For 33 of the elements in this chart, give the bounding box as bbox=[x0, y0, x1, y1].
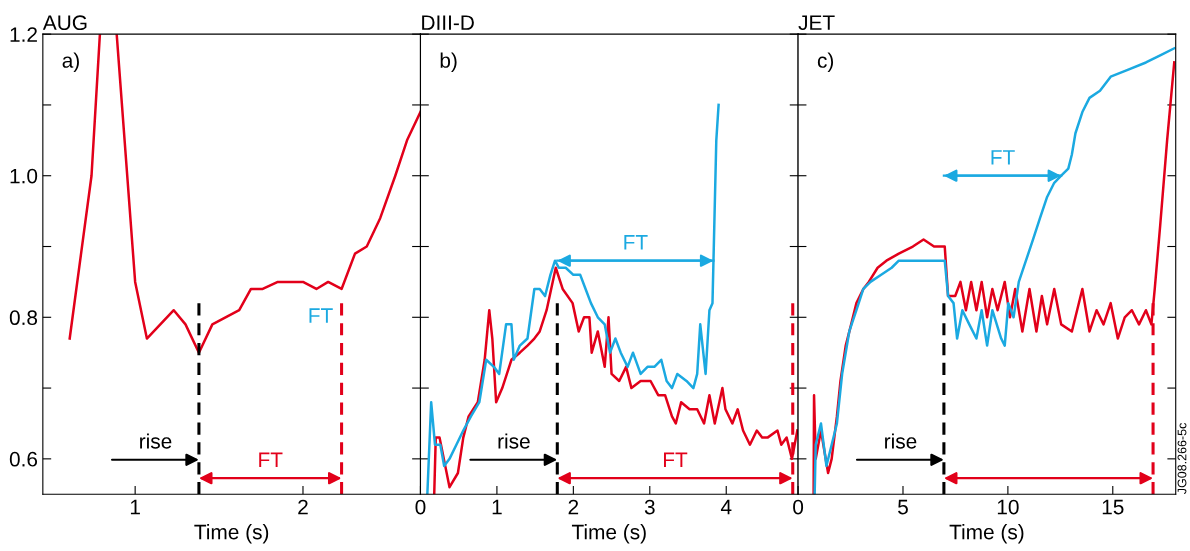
chart-title: DIII-D bbox=[422, 15, 474, 30]
annotation: a) bbox=[62, 52, 79, 72]
x-tick-label: 5 bbox=[898, 499, 908, 515]
x-tick-label: 1 bbox=[492, 499, 502, 515]
ref-line-label: rise bbox=[498, 433, 530, 449]
ref-line-label: FT bbox=[624, 235, 648, 250]
y-tick-label: 1.0 bbox=[10, 168, 38, 184]
x-tick-label: 3 bbox=[644, 499, 655, 515]
ref-line-label: FT bbox=[991, 150, 1015, 165]
x-tick-label: 0 bbox=[793, 499, 804, 515]
x-tick-label: 2 bbox=[568, 499, 579, 515]
x-axis-title: Time (s) bbox=[949, 524, 1024, 544]
x-tick-label: 0 bbox=[415, 499, 426, 515]
chart-title: JET bbox=[798, 15, 835, 31]
annotation: c) bbox=[817, 52, 834, 72]
text: JG08.266-5c bbox=[1177, 423, 1187, 495]
x-tick-label: 10 bbox=[997, 499, 1019, 515]
y-tick-label: 0.6 bbox=[9, 451, 38, 467]
annotation: b) bbox=[440, 52, 457, 72]
ref-line-label: rise bbox=[885, 433, 917, 449]
x-axis-title: Time (s) bbox=[194, 524, 269, 544]
ref-line-label: FT bbox=[664, 452, 688, 467]
x-axis-title: Time (s) bbox=[571, 524, 646, 544]
y-tick-label: 1.2 bbox=[10, 27, 37, 42]
ref-line-label: rise bbox=[140, 433, 172, 449]
chart-title: AUG bbox=[42, 15, 87, 31]
x-tick-label: 1 bbox=[130, 499, 140, 515]
x-tick-label: 2 bbox=[298, 499, 308, 515]
x-tick-label: 4 bbox=[720, 499, 732, 515]
x-tick-label: 15 bbox=[1102, 499, 1124, 515]
y-tick-label: 0.8 bbox=[9, 310, 38, 326]
annotation: FT bbox=[309, 308, 333, 323]
ref-line-label: FT bbox=[259, 452, 283, 467]
